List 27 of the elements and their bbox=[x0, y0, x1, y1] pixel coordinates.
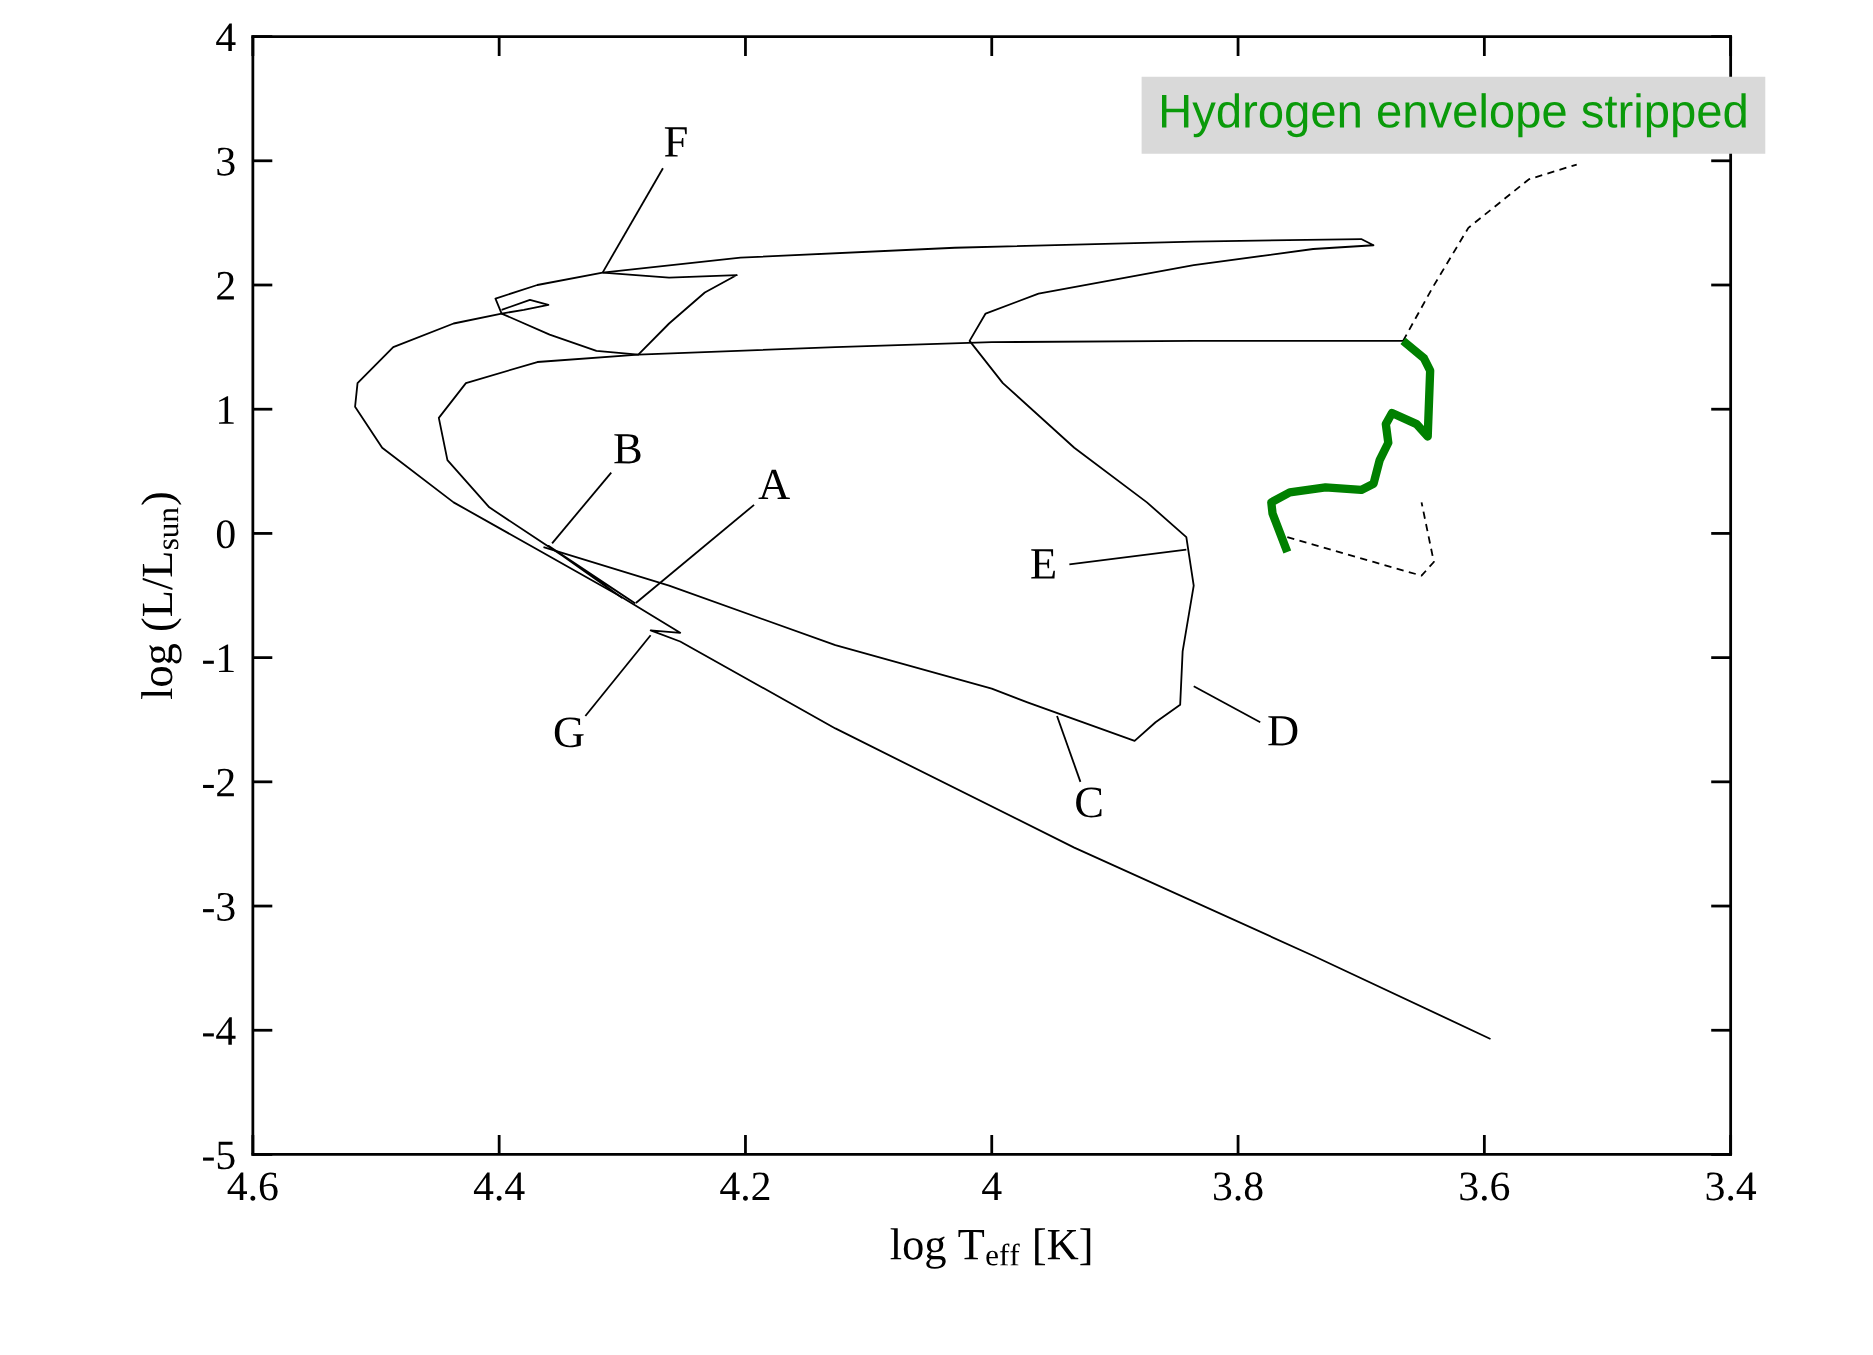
annotation: E bbox=[1031, 549, 1055, 579]
x-axis-title: log T$_{eff}$ [K] bbox=[890, 1228, 1091, 1269]
y-tick-label: -5 bbox=[203, 1141, 235, 1170]
x-tick-label: 3.4 bbox=[1706, 1172, 1757, 1201]
annotation: A bbox=[758, 469, 790, 500]
x-tick-label: 4 bbox=[982, 1172, 1002, 1201]
annotation: Hydrogen envelope stripped bbox=[1162, 93, 1746, 138]
y-tick-label: 0 bbox=[216, 520, 235, 549]
annotation: G bbox=[554, 717, 584, 748]
y-tick-label: -2 bbox=[203, 768, 234, 797]
x-tick-label: 3.8 bbox=[1214, 1172, 1263, 1201]
x-tick-label: 4.4 bbox=[473, 1172, 525, 1201]
annotation: F bbox=[664, 127, 687, 157]
annotation: C bbox=[1076, 787, 1102, 818]
y-tick-label: 4 bbox=[216, 23, 236, 52]
annotation: B bbox=[614, 434, 641, 464]
y-tick-label: 2 bbox=[217, 271, 234, 300]
y-tick-label: 3 bbox=[217, 147, 235, 176]
y-tick-label: -3 bbox=[203, 892, 235, 921]
x-tick-label: 4.2 bbox=[720, 1172, 770, 1201]
annotation: D bbox=[1268, 716, 1298, 746]
y-tick-label: -1 bbox=[203, 644, 234, 673]
y-tick-label: -4 bbox=[203, 1017, 236, 1045]
y-tick-label: 1 bbox=[219, 396, 234, 424]
x-tick-label: 3.6 bbox=[1460, 1172, 1510, 1201]
x-tick-label: 4.6 bbox=[227, 1172, 278, 1201]
y-axis-title: log (L/L$_{sun}$) bbox=[141, 493, 182, 700]
